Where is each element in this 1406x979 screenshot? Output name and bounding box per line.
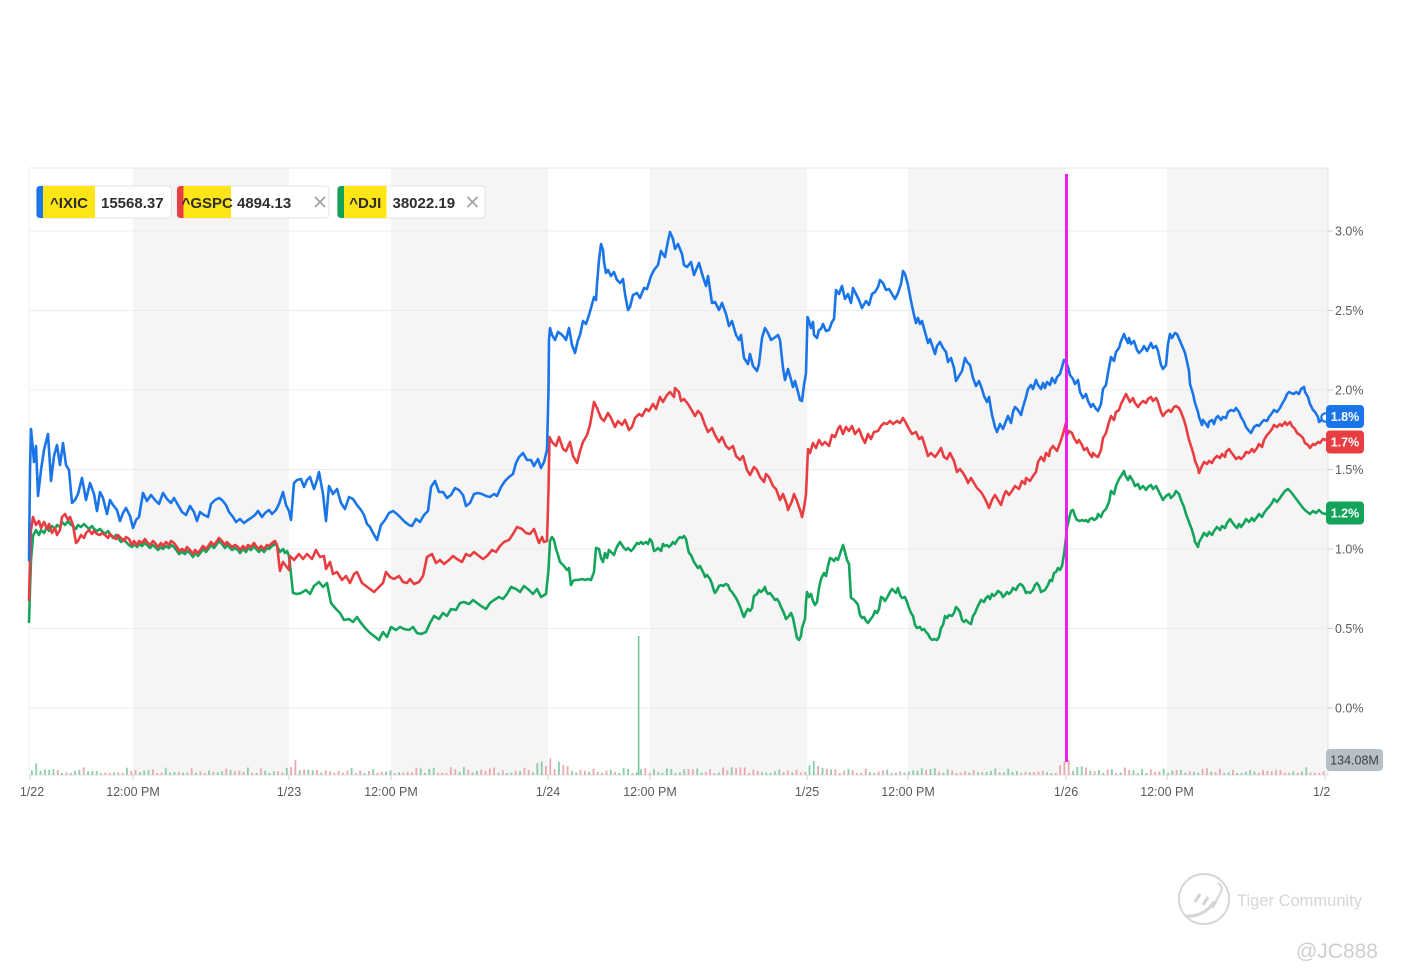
svg-text:Tiger Community: Tiger Community — [1237, 892, 1363, 910]
svg-text:1/22: 1/22 — [20, 785, 44, 799]
svg-text:2.0%: 2.0% — [1335, 384, 1364, 398]
svg-text:^IXIC: ^IXIC — [50, 195, 88, 212]
svg-text:1/24: 1/24 — [536, 785, 560, 799]
svg-text:12:00 PM: 12:00 PM — [623, 785, 677, 799]
svg-text:1.8%: 1.8% — [1331, 410, 1360, 424]
svg-text:1/26: 1/26 — [1054, 785, 1078, 799]
svg-text:1.0%: 1.0% — [1335, 543, 1364, 557]
svg-text:1.5%: 1.5% — [1335, 463, 1364, 477]
svg-text:0.0%: 0.0% — [1335, 702, 1364, 716]
svg-text:12:00 PM: 12:00 PM — [364, 785, 418, 799]
svg-text:3.0%: 3.0% — [1335, 225, 1364, 239]
svg-text:@JC888: @JC888 — [1296, 940, 1378, 963]
svg-text:^GSPC: ^GSPC — [182, 195, 233, 212]
svg-text:1.2%: 1.2% — [1331, 507, 1360, 521]
svg-text:4894.13: 4894.13 — [237, 195, 291, 212]
svg-text:12:00 PM: 12:00 PM — [1140, 785, 1194, 799]
svg-text:2.5%: 2.5% — [1335, 304, 1364, 318]
svg-text:1.7%: 1.7% — [1331, 436, 1360, 450]
svg-text:134.08M: 134.08M — [1330, 754, 1379, 768]
svg-text:12:00 PM: 12:00 PM — [881, 785, 935, 799]
svg-text:15568.37: 15568.37 — [101, 195, 164, 212]
svg-text:12:00 PM: 12:00 PM — [106, 785, 160, 799]
svg-text:1/25: 1/25 — [795, 785, 819, 799]
svg-text:0.5%: 0.5% — [1335, 622, 1364, 636]
svg-text:38022.19: 38022.19 — [393, 195, 456, 212]
svg-text:^DJI: ^DJI — [349, 195, 381, 212]
svg-text:1/23: 1/23 — [277, 785, 301, 799]
svg-text:1/2: 1/2 — [1313, 785, 1330, 799]
